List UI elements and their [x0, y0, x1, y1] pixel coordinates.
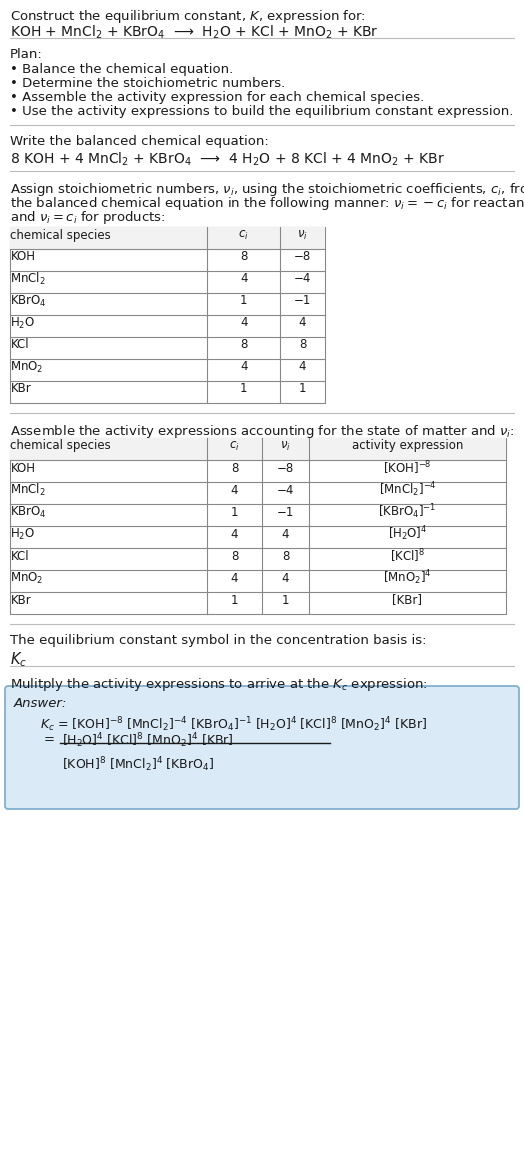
Text: 4: 4: [240, 360, 247, 373]
Text: 4: 4: [282, 572, 289, 584]
Text: $\nu_i$: $\nu_i$: [280, 439, 291, 453]
Text: [MnCl$_2$]$^{-4}$: [MnCl$_2$]$^{-4}$: [378, 480, 436, 499]
Text: [KOH]$^8$ [MnCl$_2$]$^4$ [KBrO$_4$]: [KOH]$^8$ [MnCl$_2$]$^4$ [KBrO$_4$]: [62, 755, 214, 774]
Bar: [10, 438, 506, 460]
Text: 8: 8: [240, 338, 247, 351]
Text: 8: 8: [299, 338, 307, 351]
Text: the balanced chemical equation in the following manner: $\nu_i = -c_i$ for react: the balanced chemical equation in the fo…: [10, 195, 524, 213]
Text: 8: 8: [282, 550, 289, 562]
Text: Mulitply the activity expressions to arrive at the $K_c$ expression:: Mulitply the activity expressions to arr…: [10, 676, 428, 693]
Text: [H$_2$O]$^4$: [H$_2$O]$^4$: [388, 524, 427, 543]
Text: chemical species: chemical species: [10, 440, 111, 453]
Text: 4: 4: [299, 360, 307, 373]
Text: 4: 4: [231, 484, 238, 497]
Text: 4: 4: [231, 528, 238, 541]
Text: • Use the activity expressions to build the equilibrium constant expression.: • Use the activity expressions to build …: [10, 105, 514, 118]
Text: [KBr]: [KBr]: [392, 594, 422, 606]
Text: Construct the equilibrium constant, $K$, expression for:: Construct the equilibrium constant, $K$,…: [10, 8, 366, 25]
Text: −8: −8: [294, 251, 311, 263]
Text: The equilibrium constant symbol in the concentration basis is:: The equilibrium constant symbol in the c…: [10, 634, 427, 647]
Text: Plan:: Plan:: [10, 49, 43, 61]
Text: −1: −1: [277, 506, 294, 519]
Text: 1: 1: [240, 295, 247, 307]
Text: KOH: KOH: [10, 462, 36, 475]
Text: 1: 1: [240, 382, 247, 395]
Text: 8: 8: [231, 462, 238, 475]
Text: −4: −4: [294, 273, 311, 285]
Text: −4: −4: [277, 484, 294, 497]
Text: [KOH]$^{-8}$: [KOH]$^{-8}$: [383, 460, 432, 477]
Text: Answer:: Answer:: [14, 696, 68, 710]
Text: MnCl$_2$: MnCl$_2$: [10, 482, 46, 498]
Text: 1: 1: [282, 594, 289, 606]
Text: $K_c$ = [KOH]$^{-8}$ [MnCl$_2$]$^{-4}$ [KBrO$_4$]$^{-1}$ [H$_2$O]$^4$ [KCl]$^8$ : $K_c$ = [KOH]$^{-8}$ [MnCl$_2$]$^{-4}$ […: [40, 715, 427, 733]
Text: 4: 4: [299, 316, 307, 329]
Bar: [10, 438, 506, 614]
Text: H$_2$O: H$_2$O: [10, 315, 36, 330]
Text: $\nu_i$: $\nu_i$: [297, 229, 308, 241]
Text: 4: 4: [240, 316, 247, 329]
Text: Assemble the activity expressions accounting for the state of matter and $\nu_i$: Assemble the activity expressions accoun…: [10, 423, 515, 440]
Text: KBr: KBr: [10, 594, 31, 606]
Text: [KCl]$^8$: [KCl]$^8$: [390, 547, 425, 565]
Text: KOH: KOH: [10, 251, 36, 263]
Text: 8: 8: [240, 251, 247, 263]
Text: 4: 4: [282, 528, 289, 541]
Text: • Determine the stoichiometric numbers.: • Determine the stoichiometric numbers.: [10, 77, 285, 90]
Text: KBr: KBr: [10, 382, 31, 395]
Text: −1: −1: [294, 295, 311, 307]
Text: KOH + MnCl$_2$ + KBrO$_4$  ⟶  H$_2$O + KCl + MnO$_2$ + KBr: KOH + MnCl$_2$ + KBrO$_4$ ⟶ H$_2$O + KCl…: [10, 24, 379, 42]
Text: H$_2$O: H$_2$O: [10, 527, 36, 542]
Text: KCl: KCl: [10, 338, 29, 351]
Text: • Balance the chemical equation.: • Balance the chemical equation.: [10, 64, 233, 76]
Bar: [10, 228, 325, 403]
Bar: [10, 228, 325, 249]
Text: [MnO$_2$]$^4$: [MnO$_2$]$^4$: [383, 568, 432, 588]
Text: 4: 4: [240, 273, 247, 285]
Text: chemical species: chemical species: [10, 229, 111, 241]
Text: [KBrO$_4$]$^{-1}$: [KBrO$_4$]$^{-1}$: [378, 502, 436, 521]
Text: 1: 1: [299, 382, 307, 395]
Text: MnCl$_2$: MnCl$_2$: [10, 271, 46, 288]
Text: $c_i$: $c_i$: [238, 229, 249, 241]
Text: Write the balanced chemical equation:: Write the balanced chemical equation:: [10, 135, 269, 148]
Text: Assign stoichiometric numbers, $\nu_i$, using the stoichiometric coefficients, $: Assign stoichiometric numbers, $\nu_i$, …: [10, 181, 524, 198]
Text: MnO$_2$: MnO$_2$: [10, 571, 44, 586]
Text: $K_c$: $K_c$: [10, 650, 27, 669]
Text: 8 KOH + 4 MnCl$_2$ + KBrO$_4$  ⟶  4 H$_2$O + 8 KCl + 4 MnO$_2$ + KBr: 8 KOH + 4 MnCl$_2$ + KBrO$_4$ ⟶ 4 H$_2$O…: [10, 151, 445, 169]
Text: KBrO$_4$: KBrO$_4$: [10, 505, 47, 520]
Text: 1: 1: [231, 506, 238, 519]
Text: KCl: KCl: [10, 550, 29, 562]
Text: 8: 8: [231, 550, 238, 562]
Text: activity expression: activity expression: [352, 440, 463, 453]
Text: KBrO$_4$: KBrO$_4$: [10, 293, 47, 308]
Text: 1: 1: [231, 594, 238, 606]
Text: −8: −8: [277, 462, 294, 475]
Text: and $\nu_i = c_i$ for products:: and $\nu_i = c_i$ for products:: [10, 209, 166, 226]
Text: • Assemble the activity expression for each chemical species.: • Assemble the activity expression for e…: [10, 91, 424, 104]
Text: $c_i$: $c_i$: [229, 439, 240, 453]
Text: 4: 4: [231, 572, 238, 584]
Text: =: =: [44, 733, 55, 746]
Text: [H$_2$O]$^4$ [KCl]$^8$ [MnO$_2$]$^4$ [KBr]: [H$_2$O]$^4$ [KCl]$^8$ [MnO$_2$]$^4$ [KB…: [62, 731, 234, 750]
FancyBboxPatch shape: [5, 686, 519, 808]
Text: MnO$_2$: MnO$_2$: [10, 359, 44, 374]
